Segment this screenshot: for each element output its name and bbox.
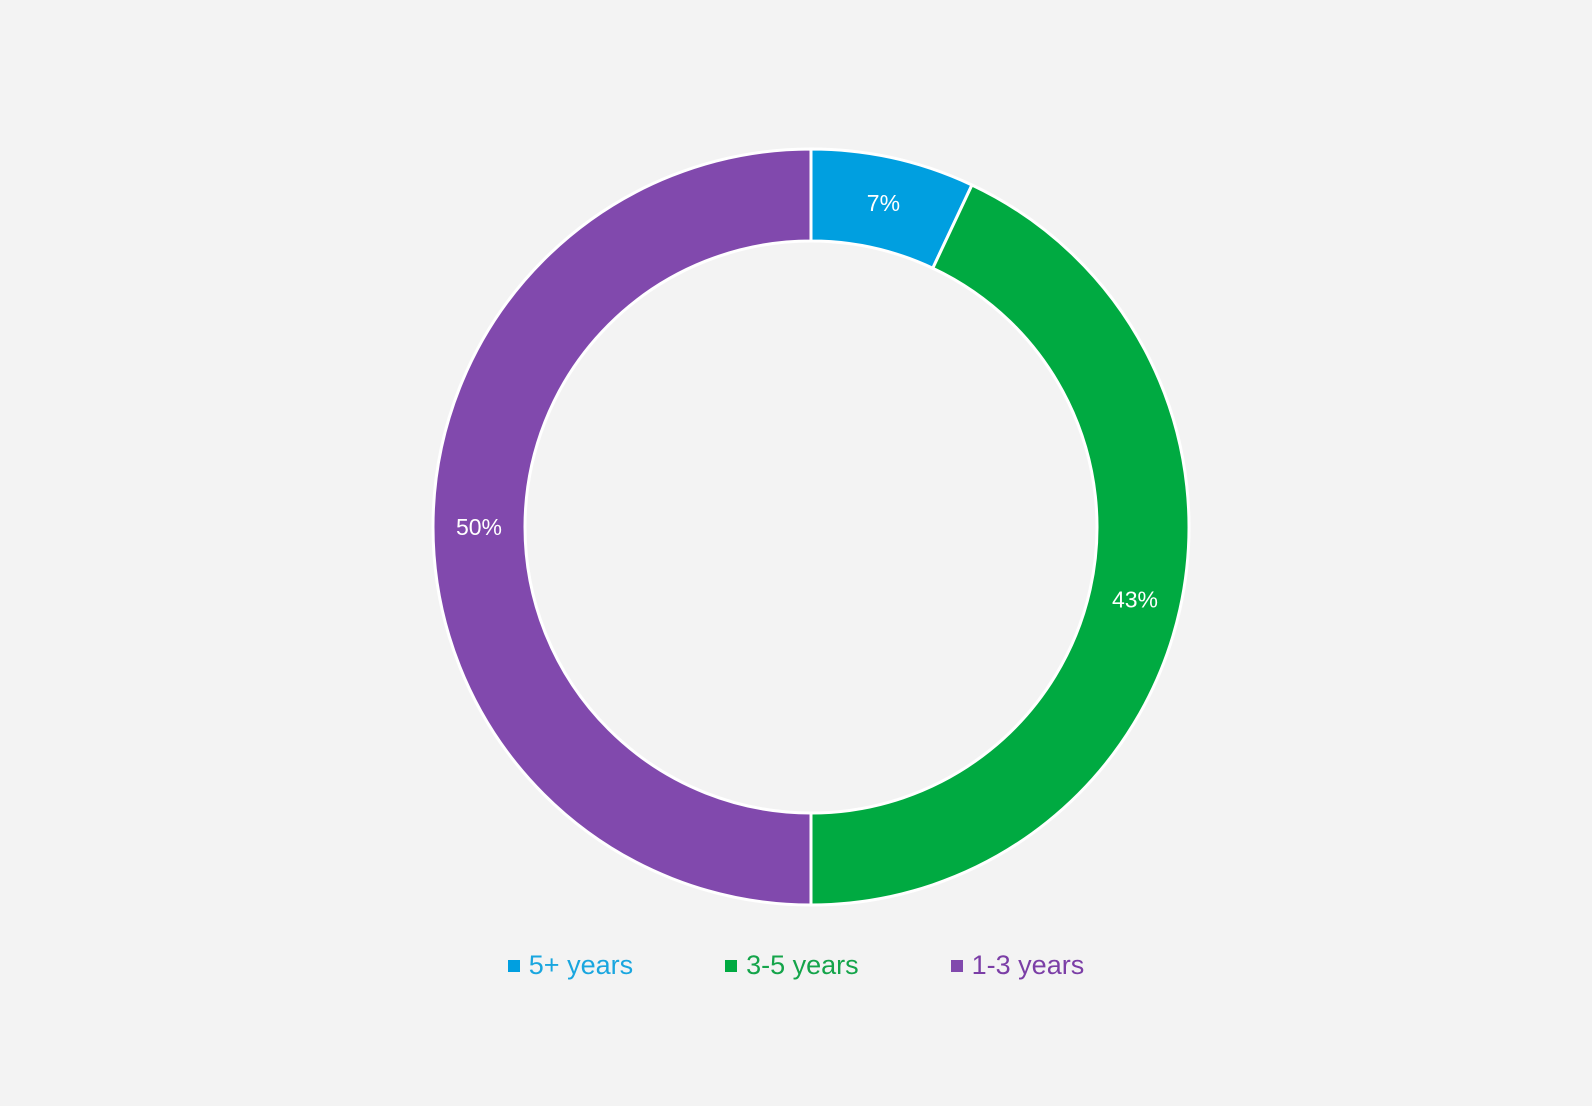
data-label: 7% (867, 190, 900, 216)
legend-label: 1-3 years (971, 950, 1085, 980)
legend-swatch (725, 959, 738, 972)
data-label: 50% (456, 514, 502, 540)
data-label: 43% (1112, 586, 1158, 612)
legend-label: 5+ years (528, 950, 634, 980)
legend-item-3-5-years[interactable]: 3-5 years (725, 950, 859, 981)
legend: 5+ years 3-5 years 1-3 years (0, 950, 1592, 981)
legend-item-1-3-years[interactable]: 1-3 years (950, 950, 1085, 981)
legend-swatch (507, 959, 520, 972)
legend-label: 3-5 years (746, 950, 859, 980)
slice-3-5-years[interactable] (809, 182, 1191, 907)
slice-1-3-years[interactable] (431, 147, 813, 907)
legend-item-5plus-years[interactable]: 5+ years (507, 950, 634, 981)
legend-swatch (950, 959, 963, 972)
